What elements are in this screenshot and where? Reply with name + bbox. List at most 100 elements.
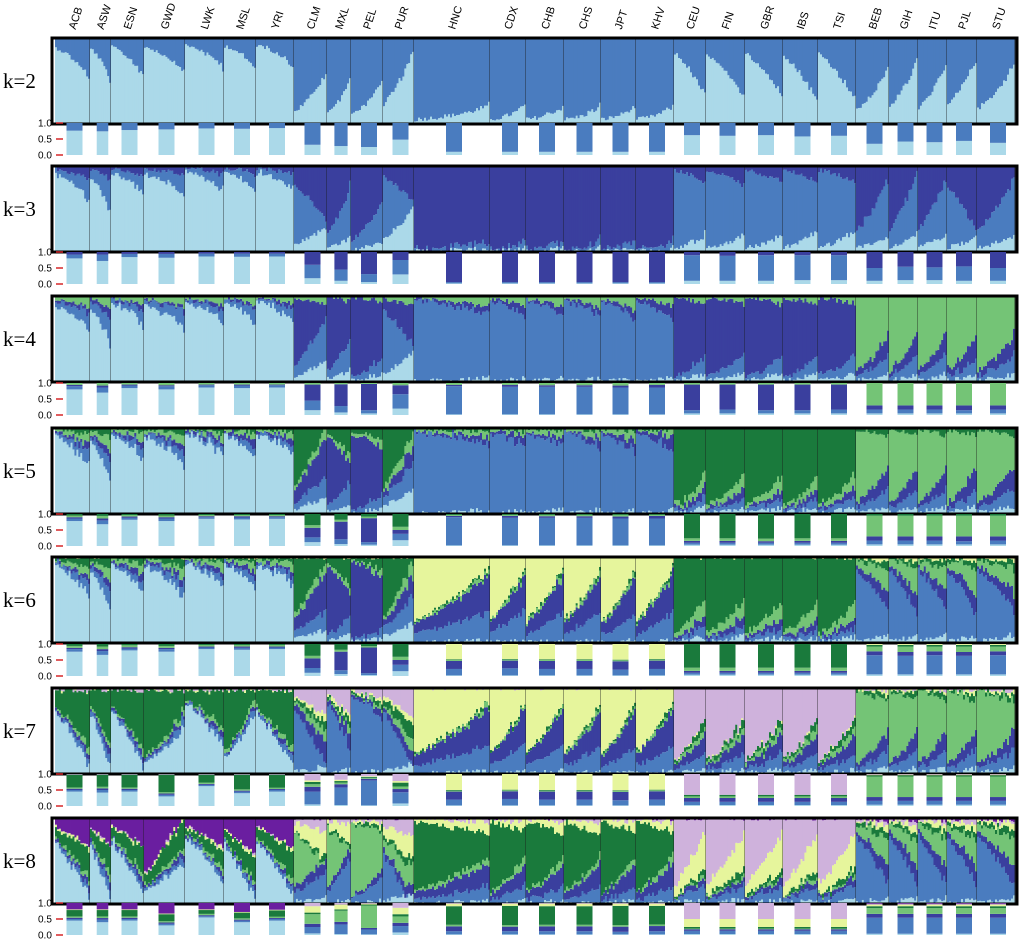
y-tick-label: 0.0 bbox=[38, 280, 52, 291]
mean-ancestry-bar-yri bbox=[269, 385, 285, 387]
mean-ancestry-bar-hnc bbox=[446, 252, 462, 282]
mean-ancestry-bar-esn bbox=[122, 254, 138, 257]
structure-block-hnc bbox=[414, 296, 490, 382]
mean-ancestry-bar-asw bbox=[97, 261, 109, 284]
mean-ancestry-bar-lwk bbox=[199, 387, 215, 415]
mean-ancestry-bar-asw bbox=[97, 386, 109, 388]
mean-ancestry-bar-mxl bbox=[334, 383, 347, 384]
structure-block-gih bbox=[889, 38, 918, 124]
mean-ancestry-bar-tsi bbox=[831, 385, 847, 410]
mean-ancestry-bar-yri bbox=[269, 385, 285, 386]
mean-ancestry-bar-hnc bbox=[446, 383, 462, 385]
structure-block-chb bbox=[526, 296, 564, 382]
mean-ancestry-bar-ibs bbox=[795, 385, 811, 411]
structure-block-pur bbox=[383, 38, 414, 124]
mean-ancestry-bar-gbr bbox=[758, 135, 774, 155]
population-labels: ACB ASW ESN GWD LWK MSL YRI CLM MXL PEL PUR HNC CDX C… bbox=[67, 2, 1009, 31]
structure-block-pel bbox=[351, 38, 383, 124]
structure-block-fin bbox=[706, 166, 745, 252]
mean-ancestry-bar-chb bbox=[539, 387, 555, 415]
mean-ancestry-bar-chb bbox=[539, 123, 555, 152]
mean-ancestry-bar-mxl bbox=[334, 146, 347, 155]
mean-ancestry-bar-khv bbox=[649, 252, 665, 282]
mean-ancestry-bar-hnc bbox=[446, 282, 462, 283]
mean-ancestry-bar-ceu bbox=[684, 385, 700, 411]
mean-ancestry-bar-pur bbox=[393, 123, 409, 140]
mean-ancestry-bar-fin bbox=[720, 385, 736, 410]
mean-ancestry-bar-jpt bbox=[613, 386, 629, 388]
mean-ancestry-bar-jpt bbox=[613, 387, 629, 414]
structure-block-tsi bbox=[818, 166, 856, 252]
structure-block-stu bbox=[977, 296, 1015, 382]
structure-block-yri bbox=[256, 38, 294, 124]
population-label-mxl: MXL bbox=[333, 6, 351, 31]
mean-ancestry-bar-cdx bbox=[502, 387, 518, 415]
panel-k2: k=21.00.50.0 bbox=[3, 38, 1017, 162]
mean-ancestry-bar-pur bbox=[393, 394, 409, 408]
y-tick-label: 1.0 bbox=[38, 119, 52, 130]
mean-ancestry-bar-pur bbox=[393, 409, 409, 415]
mean-ancestry-bar-tsi bbox=[831, 123, 847, 136]
mean-ancestry-bar-ceu bbox=[684, 383, 700, 385]
structure-block-lwk bbox=[185, 296, 224, 382]
mean-ancestry-bar-msl bbox=[234, 386, 250, 389]
mean-ancestry-bar-gwd bbox=[159, 258, 175, 284]
mean-ancestry-bar-ibs bbox=[795, 410, 811, 413]
mean-ancestry-bar-acb bbox=[67, 252, 83, 255]
mean-ancestry-bar-pur bbox=[393, 383, 409, 385]
population-label-clm: CLM bbox=[305, 5, 324, 31]
structure-block-chs bbox=[564, 38, 601, 124]
mean-ancestry-bar-gwd bbox=[159, 386, 175, 389]
structure-block-acb bbox=[55, 296, 90, 382]
mean-ancestry-bar-gbr bbox=[758, 252, 774, 255]
mini-axis: 1.00.50.0 bbox=[38, 248, 63, 291]
mean-ancestry-bar-gbr bbox=[758, 281, 774, 284]
structure-block-gih bbox=[889, 296, 918, 382]
mean-ancestry-bar-itu bbox=[927, 280, 943, 284]
mean-ancestry-bar-gbr bbox=[758, 413, 774, 415]
structure-block-pjl bbox=[947, 166, 977, 252]
structure-block-lwk bbox=[185, 38, 224, 124]
structure-block-yri bbox=[256, 166, 294, 252]
mean-ancestry-bar-lwk bbox=[199, 128, 215, 155]
mean-ancestry-bar-clm bbox=[305, 252, 321, 265]
mean-ancestry-bar-gwd bbox=[159, 383, 175, 385]
structure-block-esn bbox=[111, 296, 144, 382]
mean-ancestry-bar-gbr bbox=[758, 410, 774, 413]
structure-block-gbr bbox=[745, 166, 783, 252]
mean-ancestry-bar-hnc bbox=[446, 152, 462, 155]
structure-block-asw bbox=[90, 38, 111, 124]
mean-ancestry-bar-ceu bbox=[684, 252, 700, 255]
mean-ancestry-bar-gwd bbox=[159, 254, 175, 258]
mean-ancestry-bar-beb bbox=[867, 144, 883, 155]
structure-block-ibs bbox=[783, 166, 818, 252]
mini-axis: 1.00.50.0 bbox=[38, 379, 63, 422]
mean-ancestry-bar-hnc bbox=[446, 123, 462, 152]
mean-ancestry-bar-msl bbox=[234, 123, 250, 129]
mean-ancestry-bar-hnc bbox=[446, 414, 462, 415]
structure-block-ceu bbox=[674, 166, 706, 252]
mean-ancestry-bar-hnc bbox=[446, 283, 462, 284]
population-label-gwd: GWD bbox=[159, 2, 179, 31]
structure-block-clm bbox=[294, 166, 327, 252]
structure-block-esn bbox=[111, 166, 144, 252]
mean-ancestry-bar-khv bbox=[649, 414, 665, 415]
structure-block-esn bbox=[111, 428, 144, 514]
mean-ancestry-bar-itu bbox=[927, 123, 943, 142]
mean-ancestry-bar-jpt bbox=[613, 414, 629, 415]
mean-ancestry-bar-chb bbox=[539, 282, 555, 283]
mean-ancestry-bar-yri bbox=[269, 123, 285, 128]
mean-ancestry-bar-asw bbox=[97, 383, 109, 386]
mean-ancestry-bar-khv bbox=[649, 387, 665, 414]
mean-ancestry-bar-gih bbox=[898, 267, 914, 280]
mean-ancestry-bar-jpt bbox=[613, 123, 629, 152]
mean-ancestry-bar-msl bbox=[234, 388, 250, 415]
structure-block-itu bbox=[918, 166, 947, 252]
mean-ancestry-bar-acb bbox=[67, 386, 83, 389]
population-label-khv: KHV bbox=[649, 5, 668, 31]
k-label: k=3 bbox=[3, 197, 36, 221]
mean-ancestry-bar-chb bbox=[539, 152, 555, 155]
population-label-tsi: TSI bbox=[831, 11, 848, 31]
mean-ancestry-bar-stu bbox=[990, 413, 1006, 415]
mean-ancestry-bar-yri bbox=[269, 256, 285, 284]
